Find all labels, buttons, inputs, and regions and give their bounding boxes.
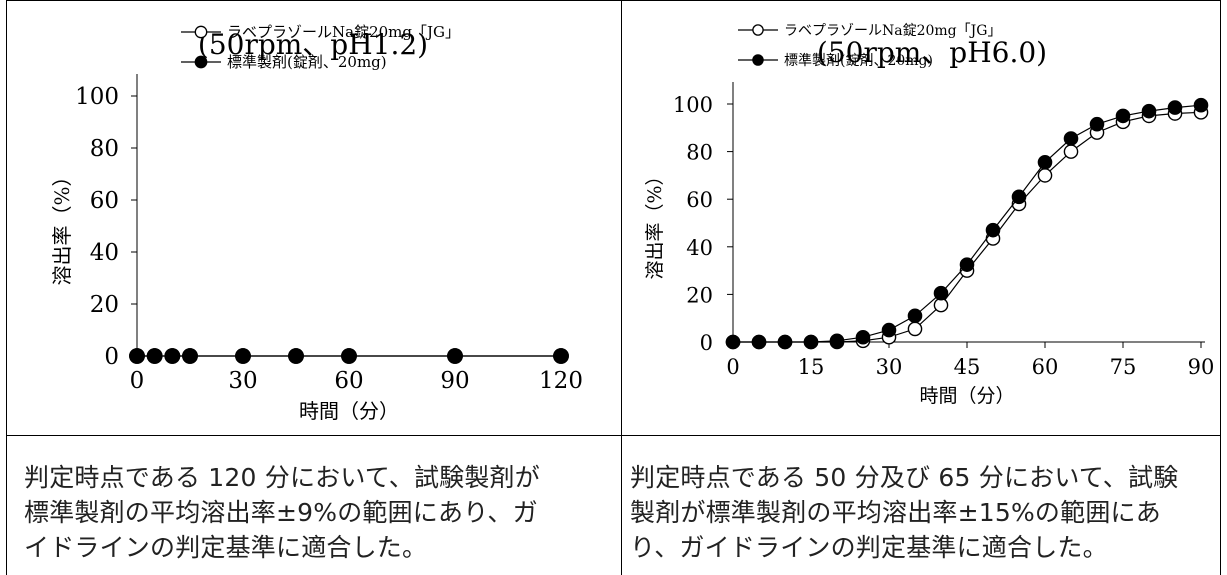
chart-ph60: (50rpm、pH6.0) 0 20 40 60 80 100 0 15 30 45 60 75 90 時間… [644,23,1215,407]
conclusion-ph60: 判定時点である 50 分及び 65 分において、試験 製剤が標準製剤の平均溶出率… [630,460,1178,565]
y-tick-label: 20 [90,292,119,318]
x-tick-label: 0 [726,355,739,379]
reference-point [447,348,463,364]
y-tick-label: 60 [686,188,713,212]
legend-label: ラベプラゾールNa錠20mg「JG」 [227,23,460,41]
reference-point [725,334,741,350]
x-tick-label: 15 [798,355,825,379]
y-tick-label: 100 [673,93,713,117]
x-tick-label: 75 [1110,355,1137,379]
legend-label: 標準製剤(錠剤、20mg) [784,53,933,69]
x-axis-label: 時間（分） [919,385,1014,407]
reference-point [777,334,793,350]
series-line [733,104,1202,343]
reference-point [829,333,845,349]
y-tick-label: 0 [104,344,119,370]
test-point [1063,144,1079,159]
y-tick-label: 20 [686,283,713,307]
reference-point [1115,108,1131,124]
reference-point [146,348,163,364]
y-tick-label: 0 [700,331,713,355]
legend-reference-marker [752,54,764,66]
legend-label: ラベプラゾールNa錠20mg「JG」 [784,23,1001,39]
y-axis-label: 溶出率（%） [50,166,74,285]
x-tick-label: 60 [334,368,363,394]
reference-point [1141,103,1157,119]
legend-test-marker [752,24,764,36]
y-tick-label: 40 [90,240,119,266]
x-tick-label: 0 [130,368,145,394]
conclusion-ph12: 判定時点である 120 分において、試験製剤が 標準製剤の平均溶出率±9%の範囲… [24,460,540,565]
legend-reference-marker [194,55,208,69]
chart-ph12: (50rpm、pH1.2) 0 20 40 60 80 100 0 30 60 90 120 時間（分）… [50,23,583,423]
x-tick-label: 30 [876,355,903,379]
reference-point [1011,189,1027,205]
chart-title: (50rpm、pH1.2) [198,28,428,61]
x-tick-label: 120 [539,368,583,394]
reference-point [933,285,949,301]
reference-point [235,348,251,364]
y-axis-label: 溶出率（%） [644,166,666,279]
x-tick-label: 30 [228,368,257,394]
conclusion-ph12-line3: イドラインの判定基準に適合した。 [24,533,428,562]
y-tick-label: 40 [686,236,713,260]
conclusion-ph60-line2: 製剤が標準製剤の平均溶出率±15%の範囲にあ [630,498,1161,527]
y-tick-label: 100 [75,84,119,110]
reference-point [341,348,357,364]
x-tick-label: 90 [440,368,469,394]
test-point [1037,168,1053,183]
reference-point [1193,97,1209,113]
series-line [733,111,1202,343]
reference-point [1089,116,1105,132]
reference-point [959,257,975,272]
reference-point [907,308,923,324]
legend-label: 標準製剤(錠剤、20mg) [227,53,387,71]
result-table [6,0,1221,575]
reference-point [129,348,145,364]
reference-point [985,222,1001,238]
chart-title: (50rpm、pH6.0) [817,36,1047,69]
y-tick-label: 80 [90,136,119,162]
x-tick-label: 45 [954,355,981,379]
reference-point [182,348,198,364]
reference-point [288,348,304,364]
x-tick-label: 60 [1032,355,1059,379]
conclusion-ph12-line1: 判定時点である 120 分において、試験製剤が [24,463,540,492]
legend-test-marker [194,25,208,39]
y-tick-label: 60 [90,188,119,214]
conclusion-ph60-line3: り、ガイドラインの判定基準に適合した。 [630,533,1108,562]
test-point [907,321,923,337]
reference-point [553,348,569,364]
reference-point [881,322,897,338]
y-tick-label: 80 [686,141,713,165]
x-axis-label: 時間（分） [299,399,399,423]
reference-point [803,334,819,350]
reference-point [751,334,767,350]
reference-point [1037,155,1053,170]
reference-point [164,348,181,364]
conclusion-ph12-line2: 標準製剤の平均溶出率±9%の範囲にあり、ガ [24,498,538,527]
table-column-divider [621,0,622,575]
reference-point [1063,131,1079,146]
reference-point [855,329,871,345]
reference-point [1167,100,1183,115]
table-top-border [7,0,1220,1]
x-tick-label: 90 [1188,355,1215,379]
table-row-divider [7,435,1220,436]
conclusion-ph60-line1: 判定時点である 50 分及び 65 分において、試験 [630,463,1179,492]
